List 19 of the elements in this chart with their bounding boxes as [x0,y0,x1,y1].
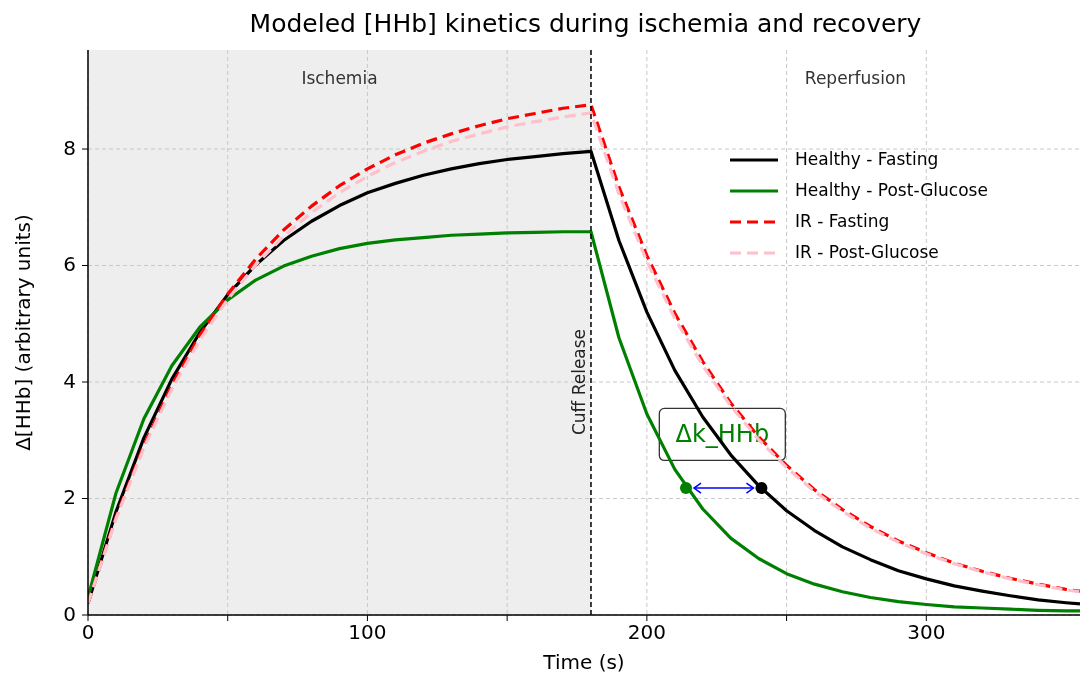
y-tick-label: 8 [63,135,76,160]
annotation: Reperfusion [804,68,907,89]
legend-label: IR - Post-Glucose [795,242,939,262]
y-tick-label: 4 [63,368,76,393]
x-tick-label: 300 [907,620,946,644]
x-tick-label: 100 [348,620,387,644]
legend-label: Healthy - Post-Glucose [795,180,988,200]
chart-title: Modeled [HHb] kinetics during ischemia and recovery [249,9,922,38]
x-axis-title: Time (s) [542,650,625,674]
y-tick-label: 2 [63,485,76,510]
y-tick-label: 6 [63,252,76,277]
legend-label: IR - Fasting [795,211,890,231]
band-label: Ischemia [301,68,378,89]
y-axis-title: Δ[HHb] (arbitrary units) [11,214,35,451]
ref-line-label: Cuff Release [568,328,589,436]
y-tick-label: 0 [63,601,76,626]
legend-label: Healthy - Fasting [795,149,939,169]
x-tick-label: 200 [627,620,666,644]
x-tick-label: 0 [81,620,95,644]
